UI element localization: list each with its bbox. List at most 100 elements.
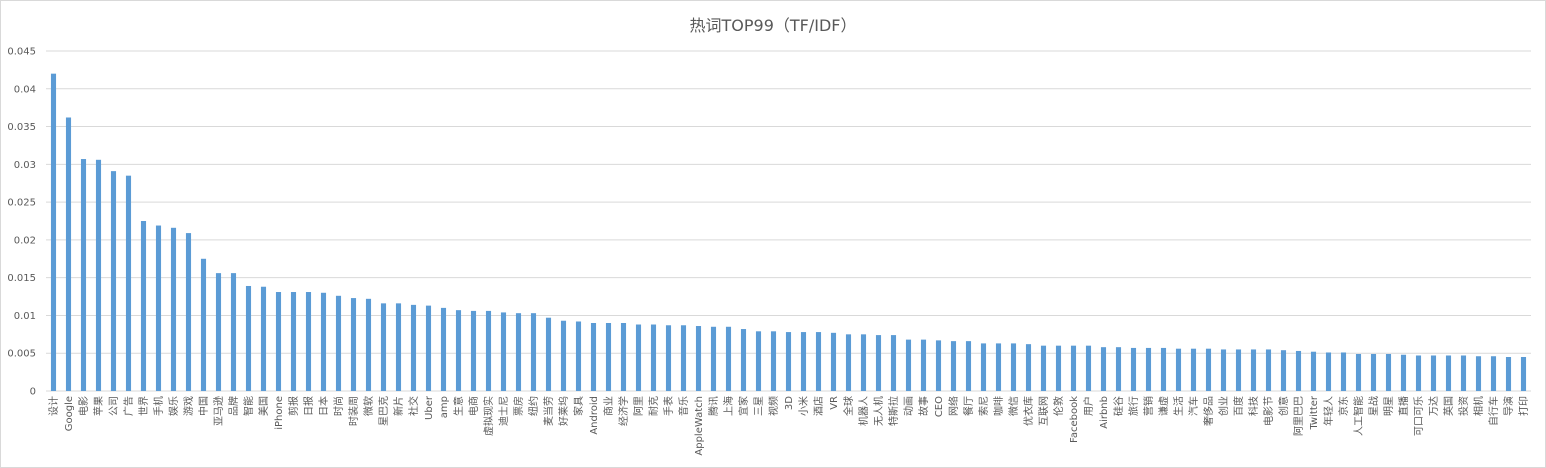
x-category-label: 宜家 — [737, 396, 750, 416]
x-category-label: 智能 — [242, 396, 255, 416]
x-category-label: 硅谷 — [1112, 396, 1125, 416]
bar — [905, 339, 912, 391]
x-category-label: 公司 — [109, 396, 120, 416]
x-category-label: 微软 — [362, 396, 375, 416]
x-category-label: 手表 — [662, 396, 675, 416]
bar — [170, 227, 177, 391]
bar — [1175, 348, 1182, 391]
y-tick-label: 0.02 — [14, 235, 36, 246]
x-category-label: 阿里 — [633, 396, 645, 416]
x-category-label: VR — [829, 396, 840, 410]
bar — [425, 305, 432, 391]
x-category-label: 三星 — [753, 396, 765, 416]
x-category-label: 世界 — [138, 396, 150, 416]
bar — [1475, 356, 1482, 391]
x-category-label: 微信 — [1007, 396, 1020, 416]
x-category-label: 餐厅 — [962, 396, 975, 416]
bar — [1010, 343, 1017, 391]
bar — [335, 295, 342, 391]
x-category-label: 商业 — [602, 396, 615, 416]
x-category-label: 网络 — [947, 396, 960, 416]
bar — [80, 159, 87, 391]
bar — [1160, 347, 1167, 391]
y-tick-label: 0 — [30, 387, 36, 398]
x-category-label: 星战 — [1368, 396, 1380, 416]
y-tick-label: 0.03 — [14, 160, 36, 171]
x-category-label: 直播 — [1397, 396, 1410, 416]
bar — [545, 317, 552, 391]
x-category-label: 电影 — [77, 396, 90, 416]
bar — [755, 331, 762, 391]
x-category-label: Facebook — [1069, 396, 1080, 443]
x-category-label: 美国 — [257, 396, 270, 416]
bar — [305, 292, 312, 391]
bar — [560, 320, 567, 391]
x-category-label: 迪士尼 — [497, 396, 510, 426]
bar — [710, 326, 717, 391]
bar — [200, 258, 207, 391]
x-category-label: 互联网 — [1038, 396, 1050, 426]
bar — [245, 285, 252, 391]
bar — [470, 310, 477, 391]
x-category-label: 设计 — [47, 396, 60, 416]
bar — [860, 334, 867, 391]
bar — [1400, 354, 1407, 391]
x-category-label: 无人机 — [872, 396, 885, 426]
y-tick-label: 0.045 — [7, 47, 36, 58]
x-category-label: 虚拟现实 — [482, 396, 495, 436]
bar — [1115, 347, 1122, 391]
x-category-label: 创意 — [1277, 396, 1290, 416]
y-tick-label: 0.04 — [14, 84, 36, 95]
x-category-label: 剪报 — [287, 396, 300, 416]
bar — [950, 341, 957, 391]
x-category-label: CEO — [934, 396, 945, 417]
x-category-label: 腾讯 — [707, 396, 720, 416]
bar — [530, 313, 537, 391]
bar — [275, 292, 282, 391]
x-category-label: Airbnb — [1099, 396, 1110, 429]
bar — [1430, 355, 1437, 391]
bar — [1190, 348, 1197, 391]
bar — [650, 324, 657, 391]
x-category-label: 万达 — [1428, 396, 1440, 416]
bar — [740, 329, 747, 391]
x-category-label: 京东 — [1337, 396, 1350, 416]
x-category-label: 日报 — [302, 396, 315, 416]
y-tick-label: 0.005 — [7, 349, 36, 360]
x-category-label: 咖啡 — [993, 396, 1005, 416]
bar — [830, 332, 837, 391]
bar — [155, 225, 162, 391]
x-category-label: 经济学 — [617, 396, 630, 426]
x-category-label: 麦当劳 — [542, 396, 555, 426]
bar — [1310, 351, 1317, 391]
x-category-label: iPhone — [274, 396, 285, 430]
bar — [95, 159, 102, 391]
bar — [1145, 347, 1152, 391]
bar — [1265, 349, 1272, 391]
bar — [980, 343, 987, 391]
x-category-label: 苹果 — [92, 396, 105, 416]
bar — [890, 335, 897, 391]
x-category-label: 小米 — [797, 396, 810, 416]
x-category-label: 故事 — [917, 396, 930, 416]
x-category-label: 特斯拉 — [887, 396, 900, 426]
y-tick-label: 0.01 — [14, 311, 36, 322]
x-category-label: 汽车 — [1187, 396, 1200, 416]
bar — [125, 175, 132, 391]
bar — [815, 332, 822, 391]
bar — [500, 312, 507, 391]
bar — [1325, 352, 1332, 391]
x-category-label: 娱乐 — [167, 396, 180, 416]
x-category-label: 游戏 — [182, 396, 195, 416]
bar — [50, 73, 57, 392]
bar — [230, 273, 237, 391]
bar — [1205, 348, 1212, 391]
x-category-label: 旅行 — [1127, 396, 1140, 416]
x-category-label: 投资 — [1457, 396, 1470, 416]
x-category-label: 明星 — [1383, 396, 1395, 416]
x-category-label: 生活 — [1172, 396, 1185, 416]
y-tick-label: 0.015 — [7, 273, 36, 284]
bar — [845, 334, 852, 391]
bar — [575, 321, 582, 391]
